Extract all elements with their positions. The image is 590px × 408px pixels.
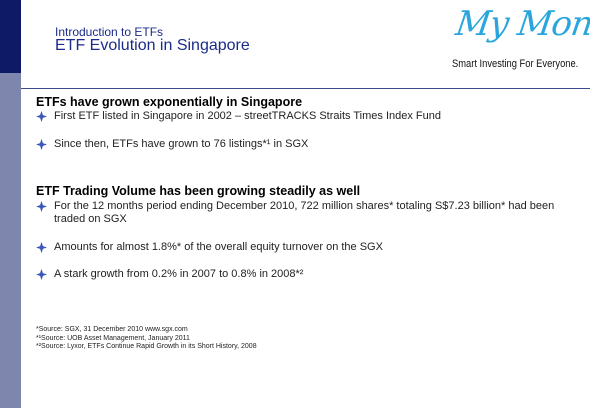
diamond-bullet-icon bbox=[36, 242, 47, 253]
footnote-uob: *¹Source: UOB Asset Management, January … bbox=[36, 334, 190, 342]
my-money-logo: My Money Smart Investing For Everyone. bbox=[440, 4, 590, 76]
slide-kicker: Introduction to ETFs bbox=[55, 25, 164, 39]
slide-title: ETF Evolution in Singapore bbox=[55, 37, 250, 54]
footnote-lyxor: *²Source: Lyxor, ETFs Continue Rapid Gro… bbox=[36, 343, 257, 350]
logo-script: My Money bbox=[453, 4, 590, 44]
diamond-bullet-icon bbox=[36, 201, 47, 212]
diamond-bullet-icon bbox=[36, 139, 47, 150]
diamond-bullet-icon bbox=[36, 111, 47, 122]
bullet-text: Amounts for almost 1.8%* of the overall … bbox=[54, 241, 383, 253]
bullet-text: First ETF listed in Singapore in 2002 – … bbox=[54, 110, 441, 122]
footnotes: *Source: SGX, 31 December 2010 www.sgx.c… bbox=[36, 326, 257, 352]
logo-tagline: Smart Investing For Everyone. bbox=[452, 58, 579, 70]
footnote-sgx: *Source: SGX, 31 December 2010 www.sgx.c… bbox=[36, 326, 188, 333]
bullet-text: Since then, ETFs have grown to 76 listin… bbox=[54, 138, 309, 150]
bullet-text: For the 12 months period ending December… bbox=[54, 200, 555, 225]
sidebar-accent-bottom bbox=[0, 73, 21, 408]
section-heading-growth: ETFs have grown exponentially in Singapo… bbox=[36, 95, 303, 109]
section-heading-trading-volume: ETF Trading Volume has been growing stea… bbox=[36, 184, 361, 198]
bullet-text: A stark growth from 0.2% in 2007 to 0.8%… bbox=[54, 268, 304, 280]
diamond-bullet-icon bbox=[36, 269, 47, 280]
sidebar-accent-top bbox=[0, 0, 21, 73]
header-divider bbox=[21, 88, 590, 89]
